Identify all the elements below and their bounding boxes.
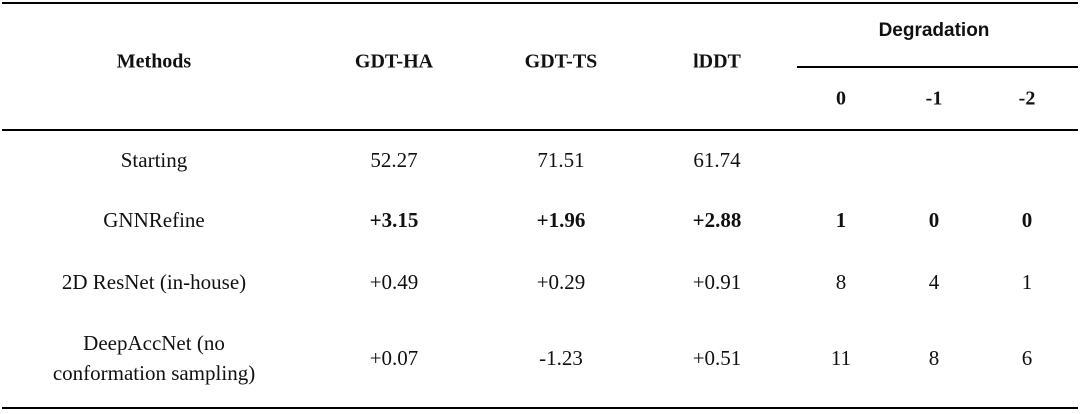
row-lddt: +2.88: [692, 208, 742, 232]
table-bottom-rule: [2, 407, 1078, 409]
row-gdt-ts: +1.96: [536, 208, 586, 232]
header-degradation-minus2: -2: [1018, 87, 1036, 110]
header-degradation: Degradation: [878, 20, 990, 41]
row-deg-minus2: 1: [1021, 270, 1033, 294]
row-deg-minus1: 8: [928, 346, 940, 370]
row-method: 2D ResNet (in-house): [61, 270, 247, 294]
row-deg-minus2: 6: [1021, 346, 1033, 370]
header-degradation-minus1: -1: [925, 87, 943, 110]
header-lddt: lDDT: [693, 50, 741, 73]
row-gdt-ts: 71.51: [537, 148, 585, 172]
table-top-rule: [2, 2, 1078, 4]
row-method: GNNRefine: [103, 208, 205, 232]
row-gdt-ha: 52.27: [370, 148, 418, 172]
header-bottom-rule: [2, 129, 1078, 131]
row-method: Starting: [120, 148, 188, 172]
degradation-underline: [797, 66, 1078, 68]
row-deg-0: 11: [830, 346, 852, 370]
row-deg-0: 8: [835, 270, 847, 294]
row-lddt: +0.51: [692, 346, 742, 370]
row-method-line2: conformation sampling): [52, 361, 256, 385]
header-gdt-ha: GDT-HA: [354, 50, 434, 73]
header-methods: Methods: [116, 50, 192, 73]
row-lddt: 61.74: [693, 148, 741, 172]
row-gdt-ha: +0.07: [369, 346, 419, 370]
row-gdt-ts: -1.23: [539, 346, 583, 370]
row-deg-0: 1: [835, 208, 847, 232]
row-method-line1: DeepAccNet (no: [83, 331, 225, 355]
header-gdt-ts: GDT-TS: [524, 50, 598, 73]
row-deg-minus2: 0: [1021, 208, 1033, 232]
row-gdt-ha: +0.49: [369, 270, 419, 294]
row-lddt: +0.91: [692, 270, 742, 294]
row-method-multiline: DeepAccNet (no conformation sampling): [24, 328, 284, 388]
row-deg-minus1: 0: [928, 208, 940, 232]
row-gdt-ha: +3.15: [369, 208, 419, 232]
row-gdt-ts: +0.29: [536, 270, 586, 294]
row-deg-minus1: 4: [928, 270, 940, 294]
header-degradation-0: 0: [836, 87, 846, 110]
